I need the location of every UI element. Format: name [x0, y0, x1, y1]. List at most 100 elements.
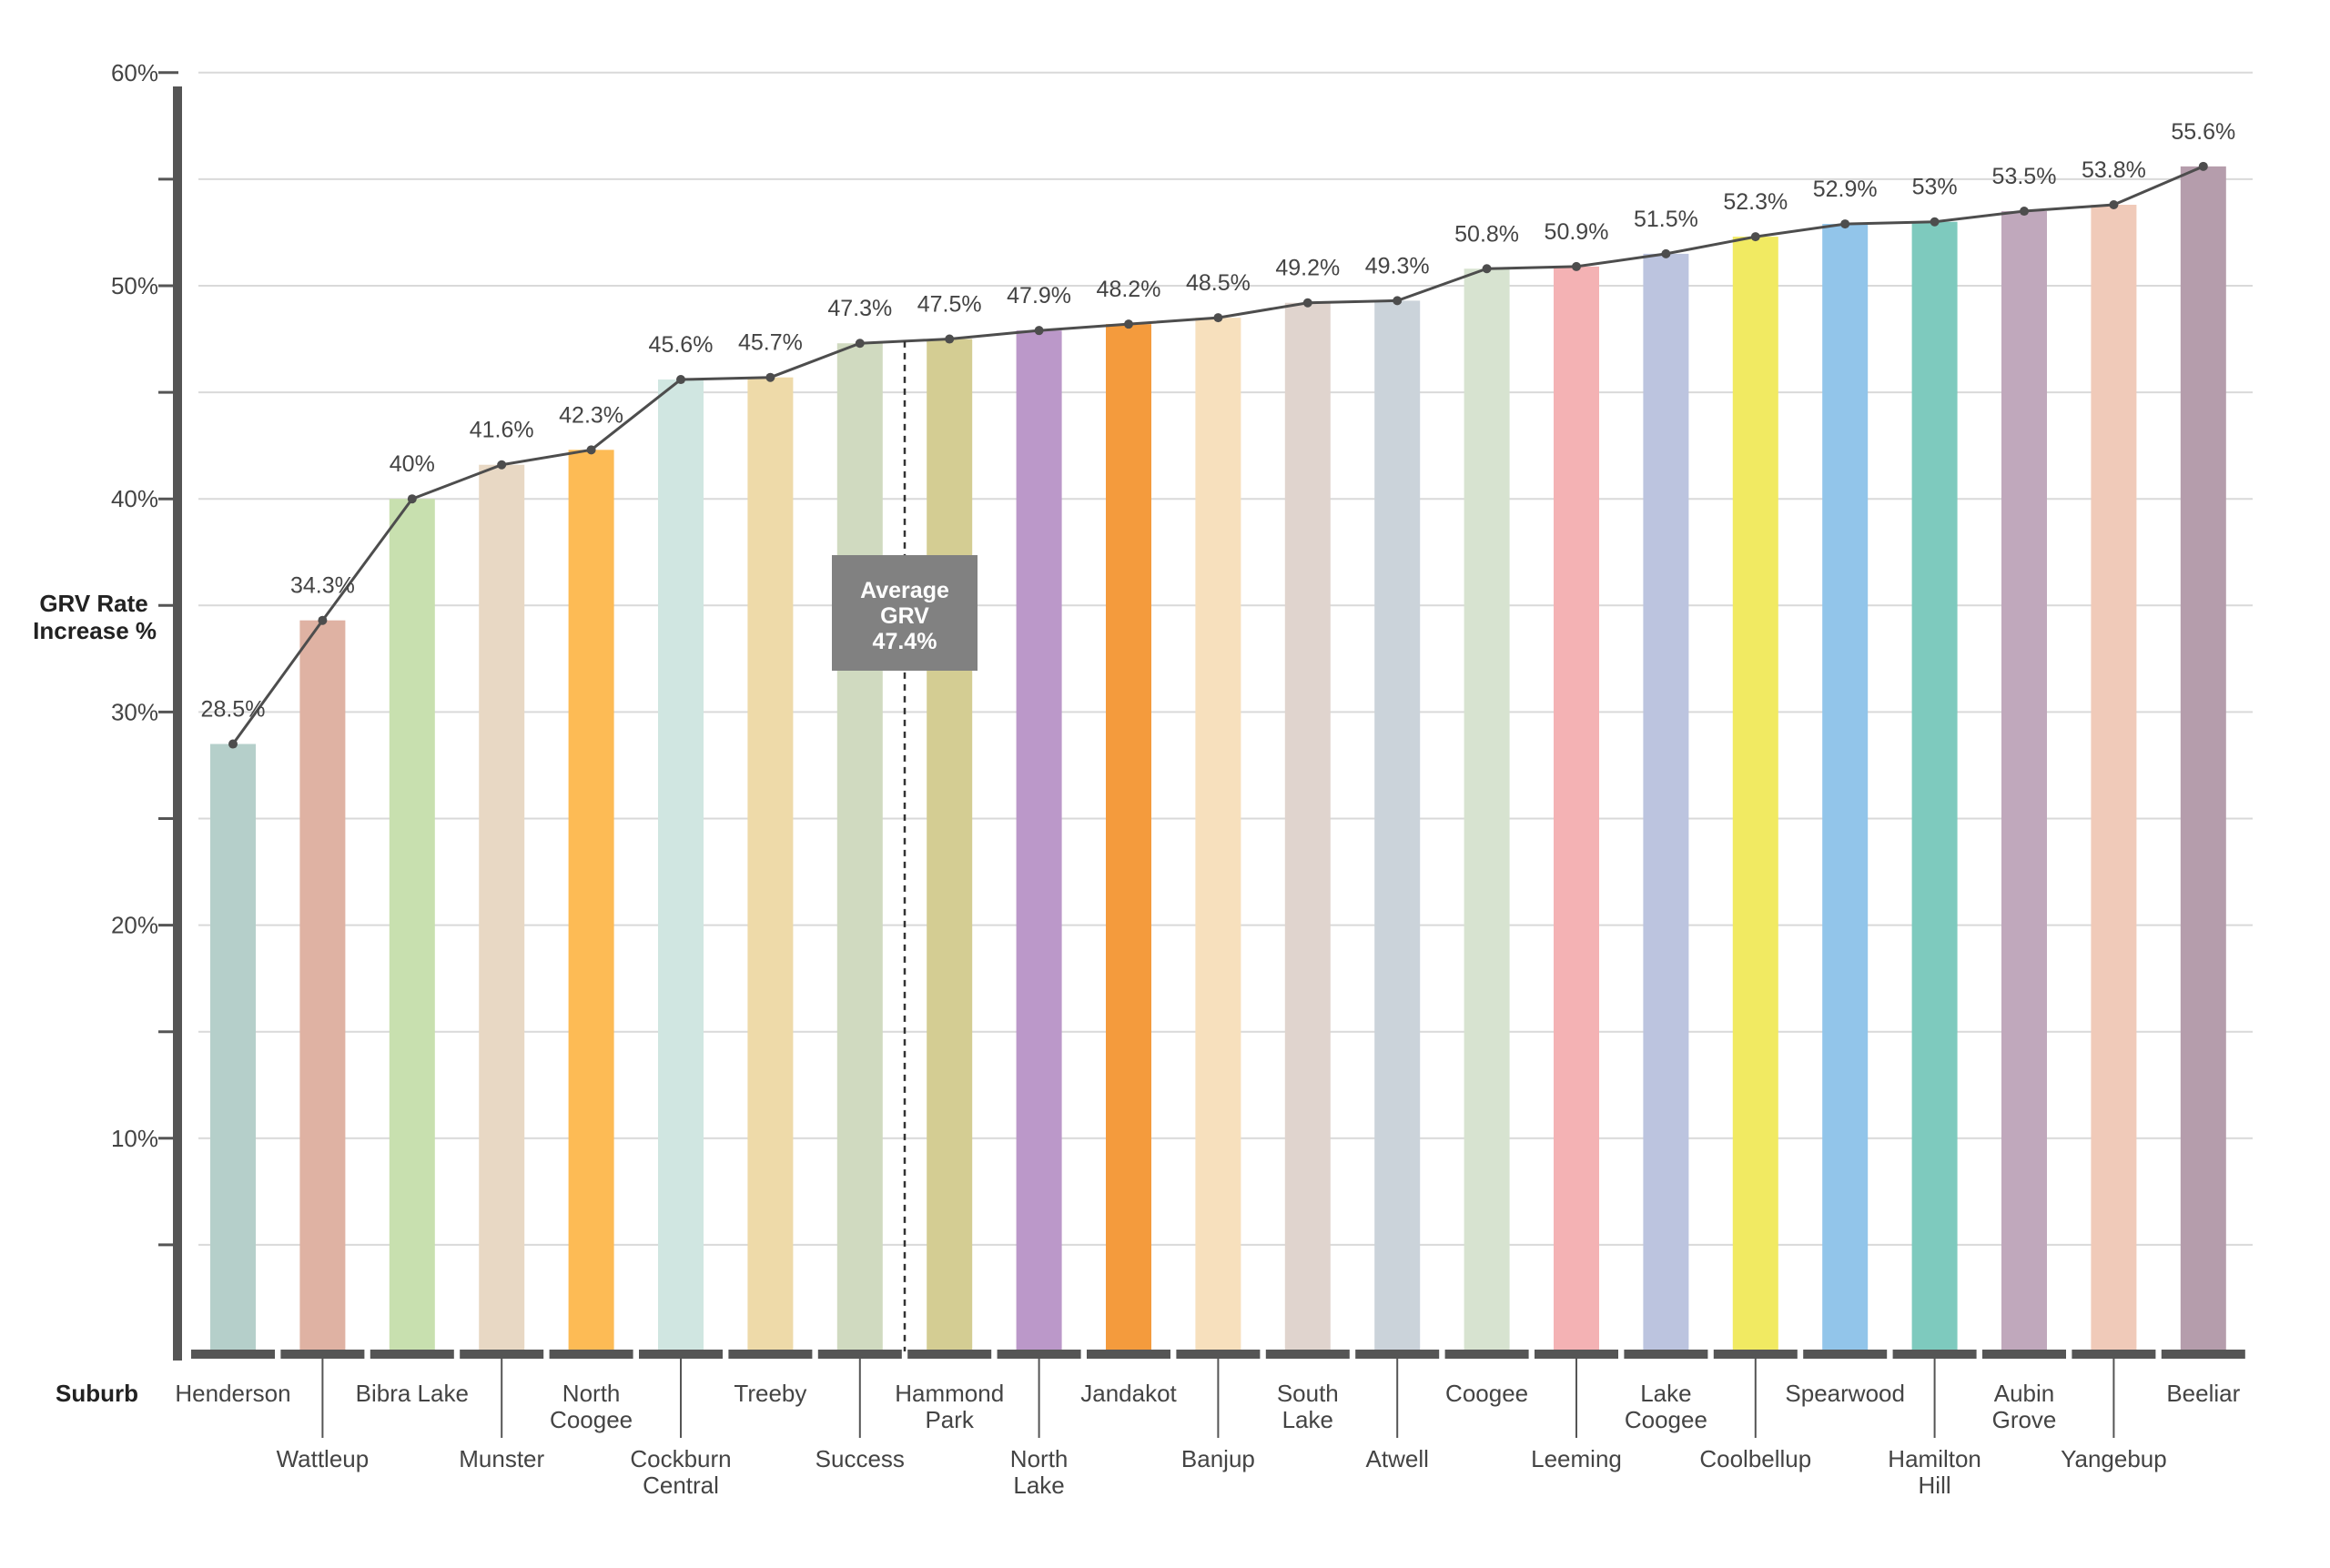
trend-line-group — [228, 161, 2208, 749]
trend-point — [855, 339, 865, 349]
bar — [2001, 211, 2047, 1351]
category-label-line: Coolbellup — [1699, 1445, 1811, 1472]
trend-point — [497, 460, 507, 470]
category-label: Atwell — [1366, 1445, 1429, 1472]
y-tick-labels: 10% 20% 30% 40% 50% 60% — [111, 59, 158, 1152]
data-label: 45.6% — [649, 332, 714, 358]
category-label-line: Lake — [1640, 1380, 1691, 1407]
trend-point — [318, 615, 328, 625]
trend-point — [1840, 219, 1850, 229]
category-label-line: Wattleup — [277, 1445, 370, 1472]
category-label: Hamilton Hill — [1888, 1445, 1981, 1499]
data-label: 42.3% — [559, 402, 623, 428]
category-label: Hammond Park — [895, 1380, 1004, 1433]
trend-point — [1302, 298, 1312, 308]
trend-point — [228, 739, 238, 749]
bar — [1464, 268, 1510, 1351]
y-axis-title: GRV Rate Increase % — [33, 590, 157, 644]
data-label: 50.9% — [1545, 219, 1609, 245]
y-tick-label: 50% — [111, 272, 158, 299]
category-label-line: Henderson — [175, 1380, 290, 1407]
data-label: 47.3% — [827, 296, 892, 321]
category-label-line: South — [1277, 1380, 1339, 1407]
category-label-line: Hill — [1919, 1472, 1951, 1499]
bar — [836, 343, 883, 1351]
x-axis-segment — [1982, 1350, 2066, 1359]
category-label: South Lake — [1277, 1380, 1339, 1433]
trend-point — [1034, 326, 1044, 336]
trend-point — [1750, 232, 1760, 242]
category-label: Cockburn Central — [630, 1445, 731, 1499]
category-label: Beeliar — [2166, 1380, 2240, 1407]
data-label: 50.8% — [1454, 221, 1519, 247]
x-axis-segment — [549, 1350, 633, 1359]
category-label: Henderson — [175, 1380, 290, 1407]
bar — [1374, 300, 1421, 1351]
y-tick-label: 20% — [111, 912, 158, 939]
x-axis-segment — [1535, 1350, 1618, 1359]
x-axis-segment — [1355, 1350, 1440, 1359]
x-axis-segment — [370, 1350, 454, 1359]
data-label: 48.5% — [1186, 270, 1251, 296]
bar — [658, 379, 704, 1352]
trend-point — [945, 334, 955, 344]
bar — [927, 339, 973, 1351]
x-axis-segment — [1624, 1350, 1708, 1359]
category-label: Leeming — [1531, 1445, 1622, 1472]
trend-point — [407, 494, 417, 504]
data-label: 49.3% — [1365, 253, 1430, 278]
y-tick-label: 10% — [111, 1125, 158, 1152]
bar — [1643, 253, 1689, 1351]
x-axis-segment — [191, 1350, 275, 1359]
category-label: Bibra Lake — [356, 1380, 469, 1407]
bar — [2180, 166, 2226, 1351]
data-label: 34.3% — [290, 573, 355, 599]
category-label-line: Aubin — [1994, 1380, 2055, 1407]
category-label: Banjup — [1181, 1445, 1255, 1472]
x-axis-segment — [1803, 1350, 1888, 1359]
category-label-line: Hammond — [895, 1380, 1004, 1407]
data-label: 49.2% — [1275, 256, 1340, 281]
y-axis-line — [173, 86, 182, 1361]
average-label: Average — [860, 578, 949, 603]
data-label: 45.7% — [738, 330, 803, 356]
bar — [568, 450, 614, 1352]
bar — [1284, 302, 1331, 1352]
category-label: Munster — [459, 1445, 544, 1472]
trend-point — [1572, 261, 1581, 271]
data-label: 47.9% — [1007, 283, 1071, 309]
x-axis-title: Suburb — [56, 1380, 138, 1407]
data-label: 53% — [1912, 175, 1958, 200]
y-axis-title-line-2: Increase % — [33, 617, 157, 644]
data-label: 28.5% — [201, 697, 266, 723]
bar — [1106, 324, 1151, 1351]
trend-point — [1482, 264, 1492, 274]
x-axis-segment — [280, 1350, 365, 1359]
x-axis-segment — [1176, 1350, 1261, 1359]
bar — [210, 744, 256, 1351]
bar — [1822, 224, 1869, 1351]
bar — [1732, 237, 1778, 1351]
trend-point — [1213, 313, 1223, 323]
trend-point — [1930, 217, 1940, 227]
bar — [1195, 318, 1241, 1351]
bar — [1911, 221, 1958, 1352]
x-axis-segment — [2161, 1350, 2245, 1359]
trend-point — [765, 372, 775, 382]
category-label-line: Jandakot — [1080, 1380, 1177, 1407]
x-axis-segment — [997, 1350, 1081, 1359]
category-label-line: Spearwood — [1785, 1380, 1905, 1407]
bar — [299, 620, 346, 1351]
data-label: 40% — [390, 451, 435, 477]
trend-point — [2020, 207, 2029, 217]
trend-point — [2109, 200, 2119, 210]
trend-point — [1393, 296, 1403, 306]
average-label: 47.4% — [873, 629, 937, 654]
category-label-line: Lake — [1282, 1406, 1333, 1433]
data-label: 51.5% — [1634, 207, 1698, 232]
category-label: Treeby — [734, 1380, 806, 1407]
trend-point — [676, 375, 685, 385]
